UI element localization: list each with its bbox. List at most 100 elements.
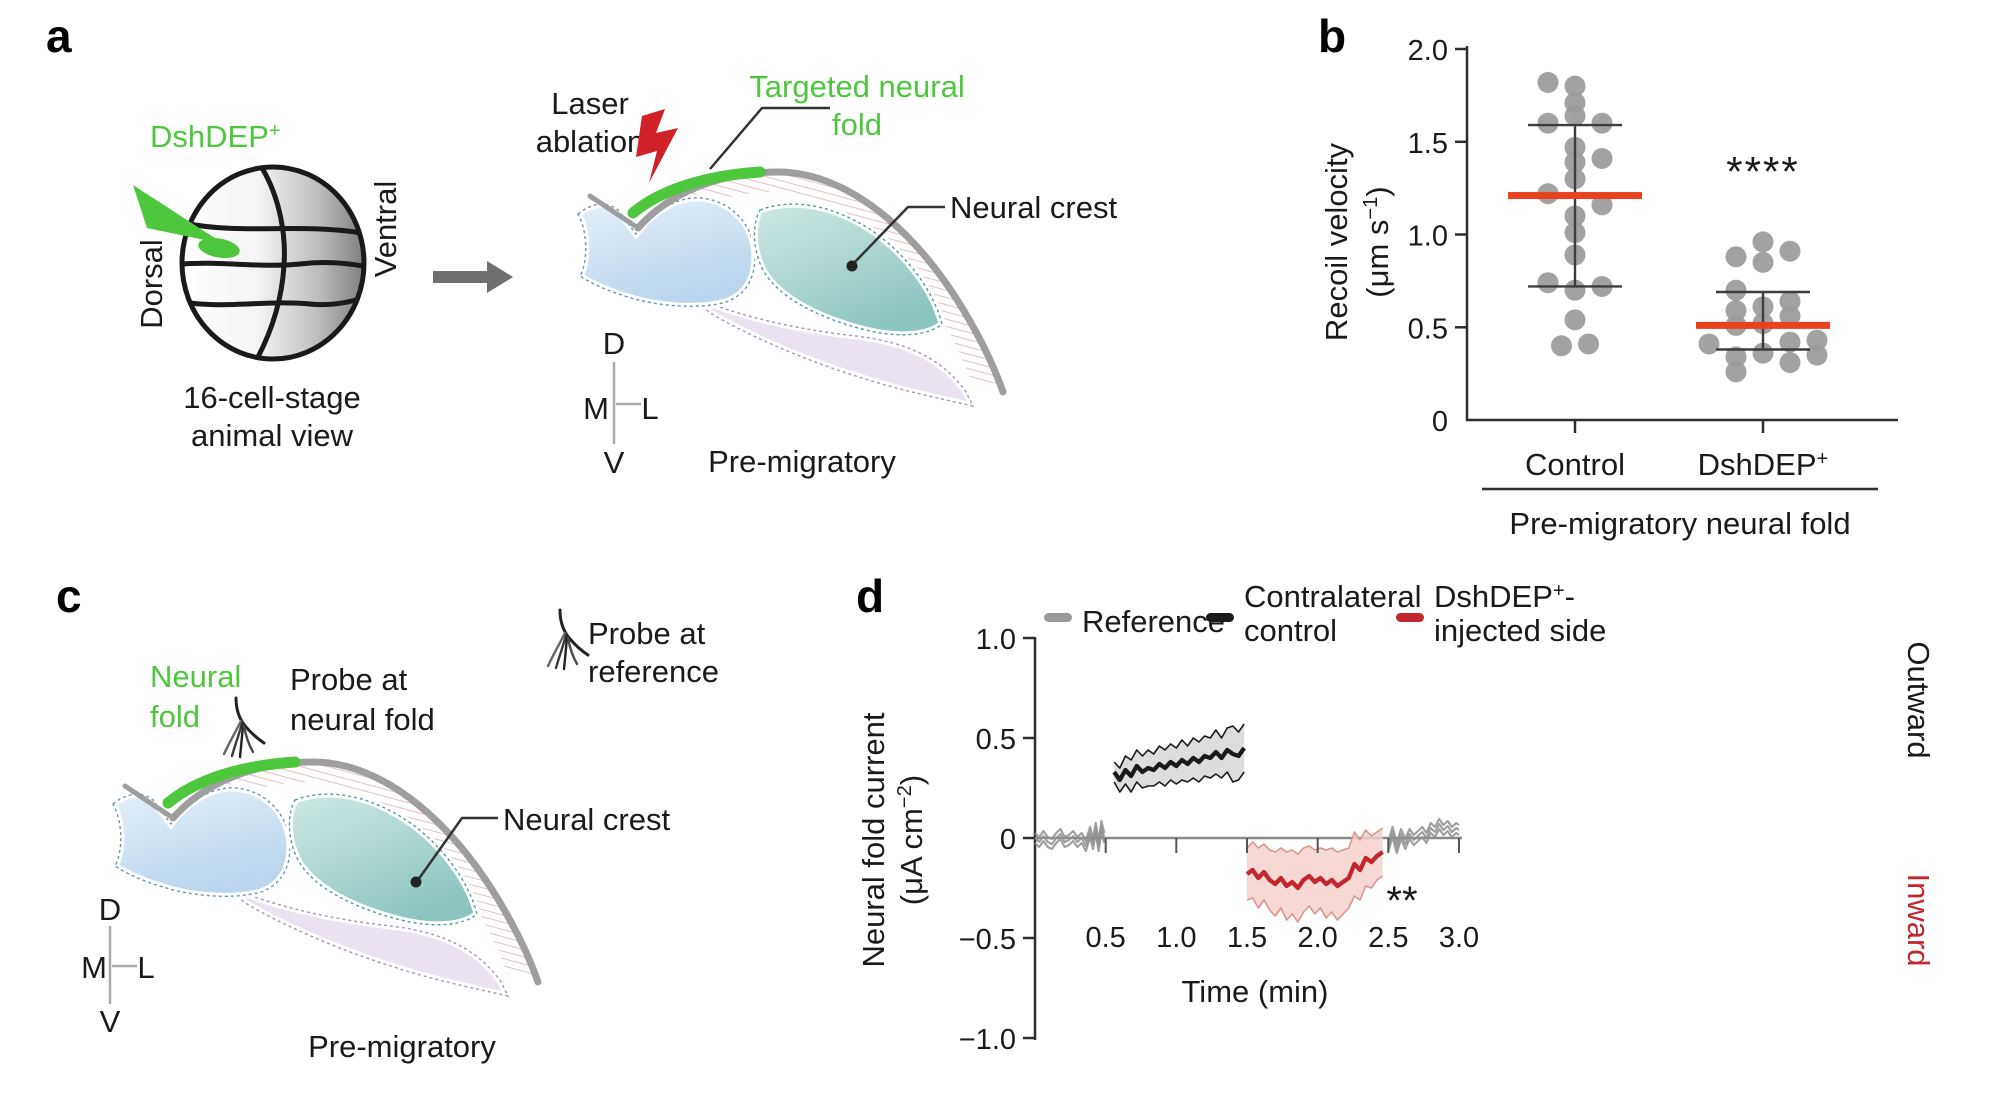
reference-trace [1387, 827, 1460, 855]
sem-band-edge [1113, 771, 1245, 793]
panel-label-c: c [56, 570, 82, 622]
scatter-point [1752, 251, 1774, 273]
b-ytick-label: 1.0 [1408, 221, 1448, 253]
scatter-point [1591, 112, 1613, 134]
scatter-point [1591, 147, 1613, 169]
scatter-point [1806, 344, 1828, 366]
probe-neural-fold-icon [222, 696, 266, 759]
sem-band-edge [1113, 723, 1245, 769]
d-xtick-label: 1.0 [1156, 922, 1196, 954]
reference-trace [1034, 819, 1106, 843]
targeted-fold-label-line2: fold [832, 107, 882, 142]
axis-d-label-a: D [603, 326, 625, 361]
probe-fold-label-line2: neural fold [290, 702, 435, 737]
mean-trace [1112, 746, 1246, 783]
scatter-point [1537, 112, 1559, 134]
panel-d: d Reference Contralateral control DshDEP… [856, 570, 1936, 1056]
legend-injected-label-line1: DshDEP+- [1434, 579, 1575, 614]
axis-v-label-a: V [604, 445, 625, 480]
d-ytick-label: −0.5 [959, 924, 1016, 956]
scatter-point [1725, 300, 1747, 322]
laser-label-line1: Laser [551, 86, 629, 121]
scatter-point [1806, 329, 1828, 351]
scatter-points [1698, 231, 1828, 383]
scatter-point [1779, 240, 1801, 262]
neural-crest-label-c: Neural crest [503, 802, 670, 837]
targeted-fold-label-line1: Targeted neural [749, 69, 964, 104]
laser-bolt-icon [636, 109, 678, 183]
neural-crest-pointer-dot-c [410, 876, 422, 888]
b-group-axis-label: Pre-migratory neural fold [1509, 506, 1850, 541]
d-xticks [1104, 838, 1460, 853]
b-category-ticks [1573, 420, 1765, 433]
sem-band [1114, 724, 1245, 792]
neural-crest-pointer-dot-a [846, 260, 858, 272]
laser-label-line2: ablation [536, 124, 645, 159]
injection-needle [133, 185, 224, 244]
probe-fold-label-line1: Probe at [290, 662, 408, 697]
injection-label: DshDEP+ [150, 119, 281, 154]
axis-m-label-c: M [81, 950, 107, 985]
scatter-point [1564, 309, 1586, 331]
b-axes [1465, 46, 1898, 422]
embryo-cleavage-3 [189, 297, 357, 308]
scatter-point [1725, 346, 1747, 368]
d-xtick-label: 0.5 [1086, 922, 1126, 954]
legend-dash-injected-icon [1396, 613, 1424, 622]
b-chart-content: 2.0 1.5 1.0 0.5 0 Control DshDEP+ **** [1408, 35, 1830, 482]
legend-dash-reference-icon [1044, 613, 1072, 622]
scatter-point [1725, 361, 1747, 383]
b-yticks [1455, 47, 1467, 329]
stage-label-a: Pre-migratory [708, 444, 896, 479]
neural-fold-label-line2: fold [150, 699, 200, 734]
significance-stars: ** [1386, 879, 1417, 923]
reference-trace [1387, 822, 1460, 850]
d-xtick-label: 1.5 [1227, 922, 1267, 954]
b-ytick-label: 0 [1432, 406, 1448, 438]
category-label: DshDEP+ [1698, 447, 1829, 482]
neural-crest-pointer-a [852, 205, 945, 265]
b-ylabel-line2: (μm s−1) [1360, 186, 1395, 297]
d-ylabel-line2: (μA cm−2) [894, 775, 929, 905]
sem-band-edge [1246, 875, 1384, 923]
scatter-point [1752, 342, 1774, 364]
d-ytick-label: 0 [1000, 824, 1016, 856]
d-ytick-label: −1.0 [959, 1024, 1016, 1056]
embryo-16cell [133, 164, 367, 362]
axis-l-label-a: L [641, 391, 658, 426]
d-xtick-label: 3.0 [1439, 922, 1479, 954]
injection-spot [198, 237, 240, 259]
scatter-point [1779, 305, 1801, 327]
reference-trace [1034, 829, 1106, 853]
arrow-right-icon [433, 261, 513, 293]
sem-band [1246, 828, 1383, 922]
b-ytick-label: 1.5 [1408, 128, 1448, 160]
stage-label-c: Pre-migratory [308, 1029, 496, 1064]
legend-injected-label-line2: injected side [1434, 613, 1606, 648]
probe-reference-icon [546, 608, 590, 671]
embryo-cleavage-2 [182, 260, 364, 269]
scatter-point [1564, 279, 1586, 301]
orientation-axis-a [612, 362, 641, 444]
significance-stars: **** [1726, 148, 1799, 195]
d-xlabel: Time (min) [1182, 974, 1329, 1009]
median-line [1508, 192, 1642, 200]
sem-band-edge [1246, 827, 1384, 855]
scatter-point [1551, 335, 1572, 357]
b-ytick-label: 2.0 [1408, 35, 1448, 67]
panel-a: a DshDEP+ Dorsal Ventral 16-cell-stage a… [46, 10, 1117, 480]
d-chart-content [1034, 723, 1460, 923]
probe-ref-label-line2: reference [588, 654, 719, 689]
scatter-points [1537, 71, 1613, 357]
dorsal-label: Dorsal [134, 239, 169, 329]
d-xtick-label: 2.5 [1368, 922, 1408, 954]
scatter-point [1578, 333, 1599, 355]
panel-label-d: d [856, 570, 884, 622]
reference-trace [1034, 824, 1106, 848]
panel-b: b Recoil velocity (μm s−1) 2.0 1.5 1.0 0.5 0… [1318, 10, 1898, 541]
targeted-fold-pointer [709, 106, 830, 170]
neural-crest-label-a: Neural crest [950, 190, 1117, 225]
axis-m-label-a: M [583, 391, 609, 426]
b-ylabel-line1: Recoil velocity [1319, 142, 1354, 341]
